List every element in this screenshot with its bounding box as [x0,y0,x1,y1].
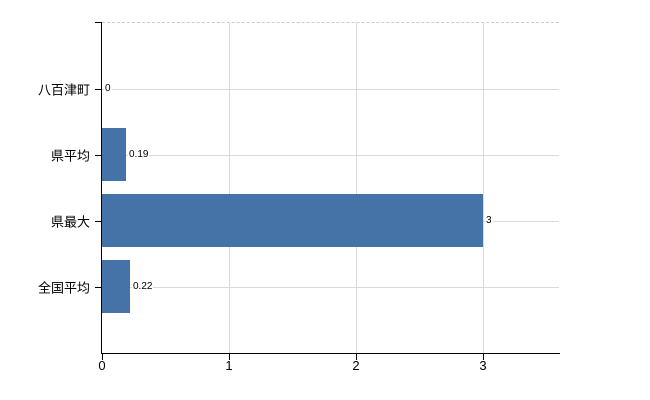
x-axis-label-0: 0 [98,358,106,373]
x-axis-tick [102,354,103,360]
y-axis-tick [95,89,102,90]
y-axis-tick [95,155,102,156]
plot-border-top [102,22,559,23]
x-axis-tick [483,354,484,360]
category-label-2: 県最大 [50,214,90,230]
category-label-1: 県平均 [50,148,90,164]
x-axis-label-2: 2 [352,358,360,373]
x-gridline [483,22,484,353]
x-axis-line [101,353,560,354]
y-gridline [102,287,559,288]
y-axis-tick [95,221,102,222]
bar-3 [102,260,130,313]
x-axis-label-3: 3 [479,358,487,373]
y-axis-line [101,22,102,354]
bar-2 [102,194,483,247]
category-label-0: 八百津町 [37,82,90,98]
bar-1 [102,128,126,181]
y-gridline [102,155,559,156]
data-label-0: 0 [104,83,112,95]
data-label-1: 0.19 [128,149,150,161]
x-axis-tick [356,354,357,360]
y-axis-tick [95,287,102,288]
data-label-3: 0.22 [132,281,154,293]
category-label-3: 全国平均 [37,280,90,296]
x-gridline [229,22,230,353]
x-axis-label-1: 1 [225,358,233,373]
x-axis-tick [229,354,230,360]
y-axis-top-tick [95,22,102,23]
x-gridline [356,22,357,353]
plot-area: 0 0.19 3 0.22 [102,22,559,353]
data-label-2: 3 [485,215,493,227]
y-gridline [102,89,559,90]
